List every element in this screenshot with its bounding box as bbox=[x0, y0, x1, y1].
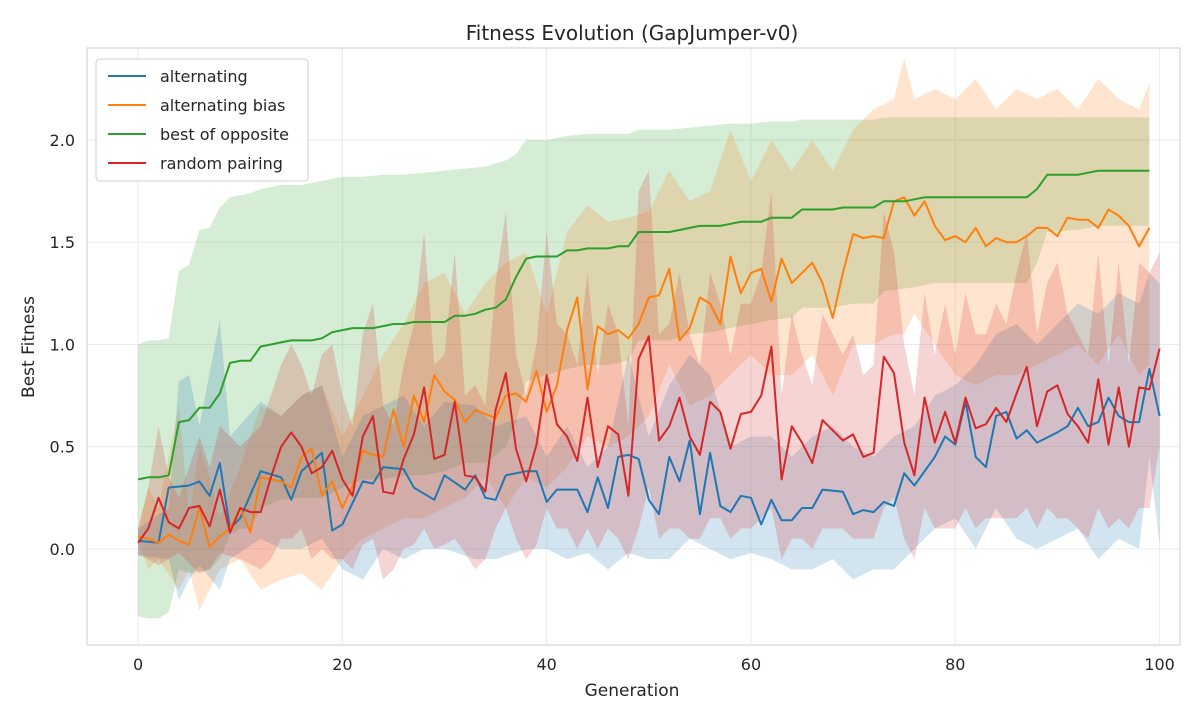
x-tick-label: 0 bbox=[133, 655, 143, 674]
y-tick-labels: 0.0 0.5 1.0 1.5 2.0 bbox=[50, 131, 75, 559]
y-tick-label: 1.5 bbox=[50, 233, 75, 252]
legend: alternating alternating bias best of oppos… bbox=[95, 58, 309, 182]
line-best-of-opposite bbox=[137, 169, 1150, 481]
plot-frame bbox=[86, 47, 1181, 646]
std-bands bbox=[138, 58, 1160, 619]
x-tick-labels: 0 20 40 60 80 100 bbox=[133, 655, 1175, 674]
band-best-of-opposite bbox=[138, 117, 1150, 619]
y-tick-label: 2.0 bbox=[50, 131, 75, 150]
x-axis-label: Generation bbox=[585, 681, 680, 701]
y-axis-label: Best Fitness bbox=[19, 296, 39, 398]
y-tick-label: 1.0 bbox=[50, 335, 75, 354]
band-alternating-bias bbox=[138, 58, 1150, 611]
legend-label-random-pairing: random pairing bbox=[160, 154, 283, 173]
legend-label-alternating-bias: alternating bias bbox=[160, 96, 285, 115]
line-random-pairing bbox=[137, 335, 1161, 544]
x-tick-label: 80 bbox=[945, 655, 965, 674]
x-tick-label: 100 bbox=[1144, 655, 1175, 674]
line-alternating bbox=[137, 368, 1161, 544]
legend-box bbox=[95, 58, 309, 182]
band-random-pairing bbox=[138, 170, 1160, 580]
legend-label-best-of-opposite: best of opposite bbox=[160, 125, 289, 144]
y-tick-label: 0.5 bbox=[50, 438, 75, 457]
chart-title: Fitness Evolution (GapJumper-v0) bbox=[466, 21, 799, 45]
band-alternating bbox=[138, 272, 1160, 600]
legend-label-alternating: alternating bbox=[160, 67, 248, 86]
x-tick-label: 40 bbox=[536, 655, 556, 674]
x-tick-label: 20 bbox=[332, 655, 352, 674]
x-tick-label: 60 bbox=[741, 655, 761, 674]
y-tick-label: 0.0 bbox=[50, 540, 75, 559]
line-alternating-bias bbox=[137, 196, 1151, 548]
series-lines bbox=[137, 169, 1161, 548]
